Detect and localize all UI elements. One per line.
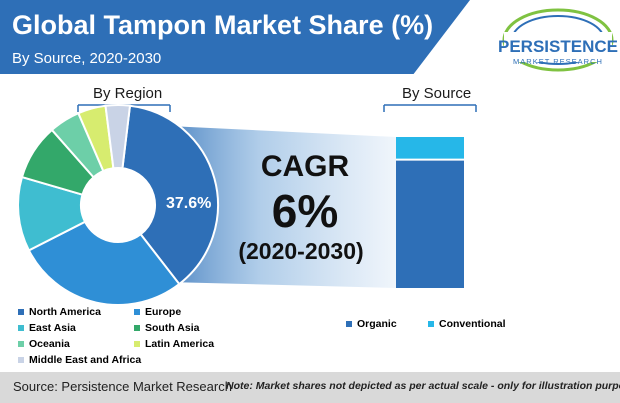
legend-north-america: North America	[18, 306, 101, 318]
source-bar	[396, 137, 464, 288]
legend-swatch	[134, 341, 140, 348]
donut-slice-north-america	[121, 104, 219, 286]
bar-segment-organic	[396, 159, 464, 288]
region-label: By Region	[93, 85, 163, 102]
donut-slice-europe	[27, 220, 181, 306]
legend-swatch	[346, 321, 352, 328]
footer-source: Source: Persistence Market Research	[13, 379, 232, 394]
chart-title: Global Tampon Market Share (%)	[12, 10, 434, 40]
legend-swatch	[18, 357, 24, 364]
north-america-share-label: 37.6%	[166, 195, 212, 212]
cagr-value: 6%	[271, 185, 339, 237]
footer-bar: Source: Persistence Market Research Note…	[0, 372, 620, 403]
header-band	[0, 0, 470, 74]
legend-middle-east-africa: Middle East and Africa	[18, 354, 141, 366]
legend-swatch	[134, 309, 140, 316]
region-donut	[17, 104, 219, 306]
legend-swatch	[428, 321, 434, 328]
legend-organic: Organic	[346, 318, 397, 330]
persistence-logo: PERSISTENCE MARKET RESEARCH	[498, 8, 618, 72]
legend-swatch	[134, 325, 140, 332]
footer-note: Note: Market shares not depicted as per …	[226, 380, 620, 392]
source-label: By Source	[402, 85, 472, 102]
legend-swatch	[18, 341, 24, 348]
cagr-title: CAGR	[260, 150, 350, 183]
bar-segment-conventional	[396, 137, 464, 160]
legend-swatch	[18, 325, 24, 332]
logo-tagline: MARKET RESEARCH	[513, 57, 603, 66]
chart-subtitle: By Source, 2020-2030	[12, 50, 162, 67]
legend-europe: Europe	[134, 306, 181, 318]
legend-oceania: Oceania	[18, 338, 70, 350]
legend-latin-america: Latin America	[134, 338, 214, 350]
cagr-period: (2020-2030)	[238, 238, 364, 264]
legend-swatch	[18, 309, 24, 316]
legend-conventional: Conventional	[428, 318, 506, 330]
legend-east-asia: East Asia	[18, 322, 76, 334]
legend-south-asia: South Asia	[134, 322, 199, 334]
logo-name: PERSISTENCE	[498, 37, 618, 56]
donut-slice-middle-east-and-africa	[104, 104, 132, 170]
